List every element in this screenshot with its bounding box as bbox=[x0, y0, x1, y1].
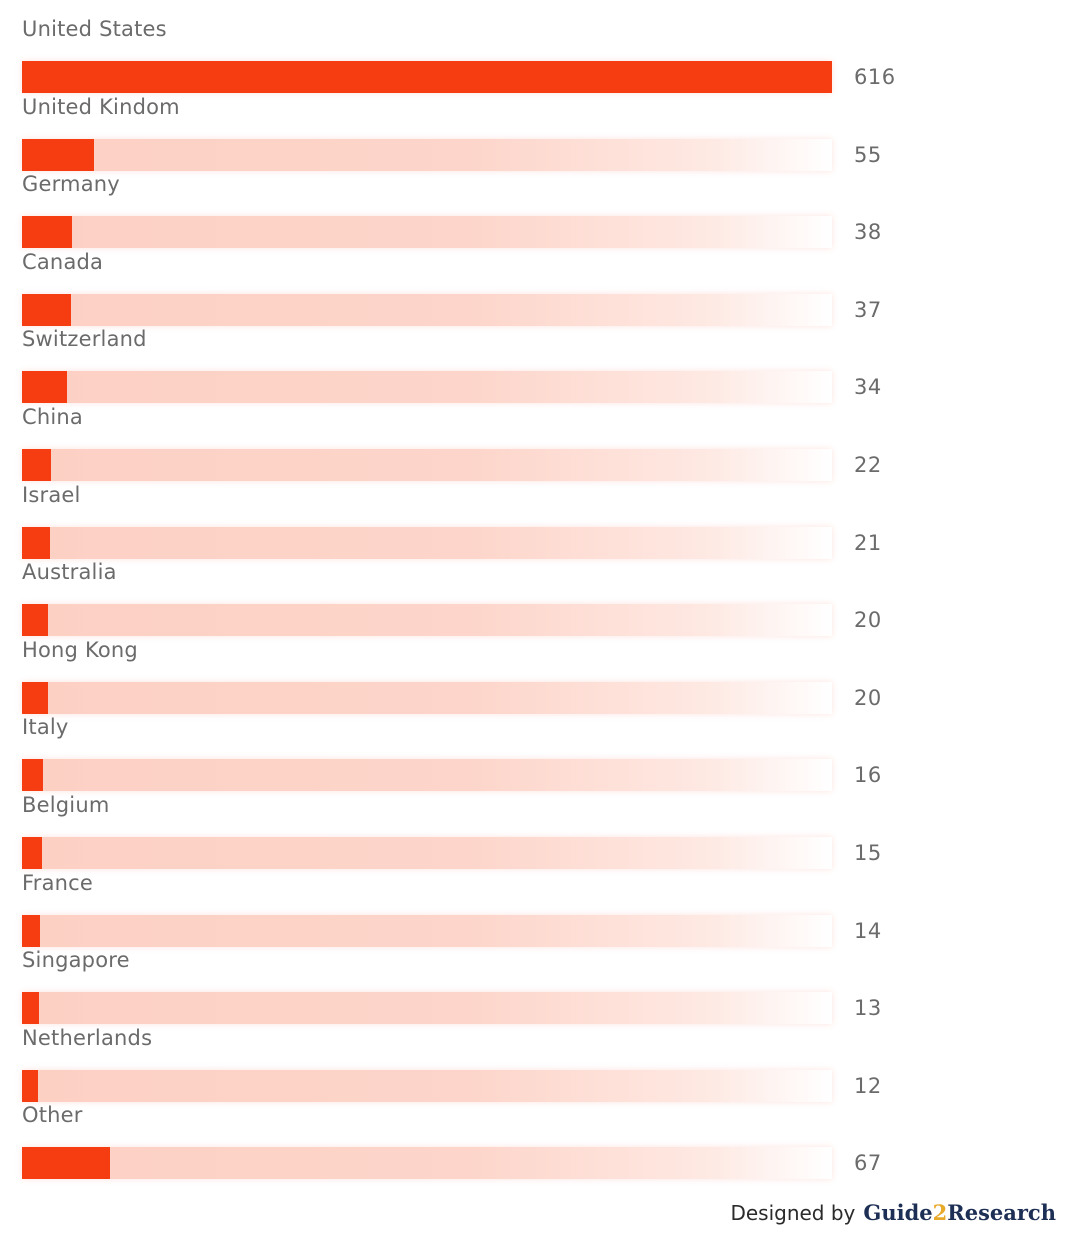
bar-track bbox=[22, 604, 832, 637]
bar-value-label: 20 bbox=[854, 685, 882, 710]
bar-row: Singapore 13 bbox=[22, 947, 902, 1025]
brand-logo: Guide2Research bbox=[863, 1200, 1056, 1225]
bar-row: Israel 21 bbox=[22, 482, 902, 560]
bar-category-label: Netherlands bbox=[22, 1025, 153, 1050]
bar-value-label: 15 bbox=[854, 841, 882, 865]
bar bbox=[22, 61, 832, 93]
bar-value-label: 13 bbox=[854, 996, 882, 1021]
bar-value-label: 21 bbox=[854, 530, 882, 555]
bar bbox=[22, 681, 49, 714]
bar bbox=[22, 293, 71, 326]
bar bbox=[22, 759, 44, 792]
credit-text: Designed by bbox=[730, 1201, 856, 1225]
bar bbox=[22, 138, 95, 171]
brand-logo-part-guide: Guide bbox=[863, 1200, 933, 1225]
bar-track bbox=[22, 371, 832, 404]
bar bbox=[22, 604, 49, 637]
bar bbox=[22, 1069, 38, 1102]
bar-category-label: Singapore bbox=[22, 948, 130, 973]
bar-value-label: 22 bbox=[854, 453, 882, 477]
bar-row: France 14 bbox=[22, 870, 902, 948]
bar bbox=[22, 837, 42, 869]
bar-row: China 22 bbox=[22, 404, 902, 482]
bar-value-label: 67 bbox=[854, 1151, 882, 1176]
bar-row: Netherlands 12 bbox=[22, 1025, 902, 1103]
bar bbox=[22, 371, 67, 404]
bar-track bbox=[22, 681, 832, 714]
bar-category-label: Switzerland bbox=[22, 327, 147, 352]
brand-logo-part-research: Research bbox=[947, 1200, 1056, 1225]
bar-track bbox=[22, 216, 832, 249]
bar-category-label: Israel bbox=[22, 482, 81, 507]
bar-category-label: China bbox=[22, 405, 83, 429]
bar-value-label: 34 bbox=[854, 375, 882, 400]
bar-category-label: Belgium bbox=[22, 793, 110, 817]
bar bbox=[22, 992, 40, 1025]
bar bbox=[22, 914, 41, 947]
bar-value-label: 55 bbox=[854, 142, 882, 167]
bar-track bbox=[22, 837, 832, 869]
bar bbox=[22, 526, 50, 559]
bar-category-label: Germany bbox=[22, 172, 120, 197]
credit-line: Designed by Guide2Research bbox=[730, 1200, 1056, 1230]
bar-row: Germany 38 bbox=[22, 171, 902, 249]
bar bbox=[22, 216, 72, 249]
bar-track bbox=[22, 759, 832, 792]
bar-category-label: Italy bbox=[22, 715, 69, 740]
bar-track bbox=[22, 138, 832, 171]
bar-category-label: Other bbox=[22, 1103, 83, 1128]
bar-value-label: 20 bbox=[854, 608, 882, 633]
bar-row: Canada 37 bbox=[22, 249, 902, 327]
bar-value-label: 38 bbox=[854, 220, 882, 245]
bar-row: Belgium 15 bbox=[22, 792, 902, 870]
bar-row: Australia 20 bbox=[22, 559, 902, 637]
bar-value-label: 616 bbox=[854, 65, 896, 89]
bar-track bbox=[22, 1069, 832, 1102]
bar-track bbox=[22, 61, 832, 93]
bar-track bbox=[22, 992, 832, 1025]
bar-category-label: Australia bbox=[22, 560, 117, 585]
bar-value-label: 14 bbox=[854, 918, 882, 943]
bar-value-label: 12 bbox=[854, 1073, 882, 1098]
bar-row: United States 616 bbox=[22, 16, 902, 94]
bar-track bbox=[22, 1147, 832, 1180]
bar-category-label: United Kindom bbox=[22, 94, 180, 119]
brand-logo-part-2: 2 bbox=[932, 1200, 948, 1225]
bar-value-label: 16 bbox=[854, 763, 882, 788]
bar-row: Italy 16 bbox=[22, 714, 902, 792]
bar-track bbox=[22, 914, 832, 947]
bar-row: United Kindom 55 bbox=[22, 94, 902, 172]
bar-row: Other 67 bbox=[22, 1102, 902, 1180]
bar-category-label: Hong Kong bbox=[22, 637, 138, 662]
bar bbox=[22, 449, 51, 481]
bar-track bbox=[22, 526, 832, 559]
bar-track bbox=[22, 293, 832, 326]
bar-category-label: France bbox=[22, 870, 94, 895]
bar-row: Hong Kong 20 bbox=[22, 637, 902, 715]
bar-chart: United States 616 United Kindom 55 Germany 38… bbox=[22, 16, 902, 1180]
bar-track bbox=[22, 449, 832, 481]
bar-category-label: Canada bbox=[22, 249, 104, 274]
bar-value-label: 37 bbox=[854, 297, 882, 322]
bar bbox=[22, 1147, 111, 1180]
bar-category-label: United States bbox=[22, 17, 167, 41]
bar-row: Switzerland 34 bbox=[22, 326, 902, 404]
